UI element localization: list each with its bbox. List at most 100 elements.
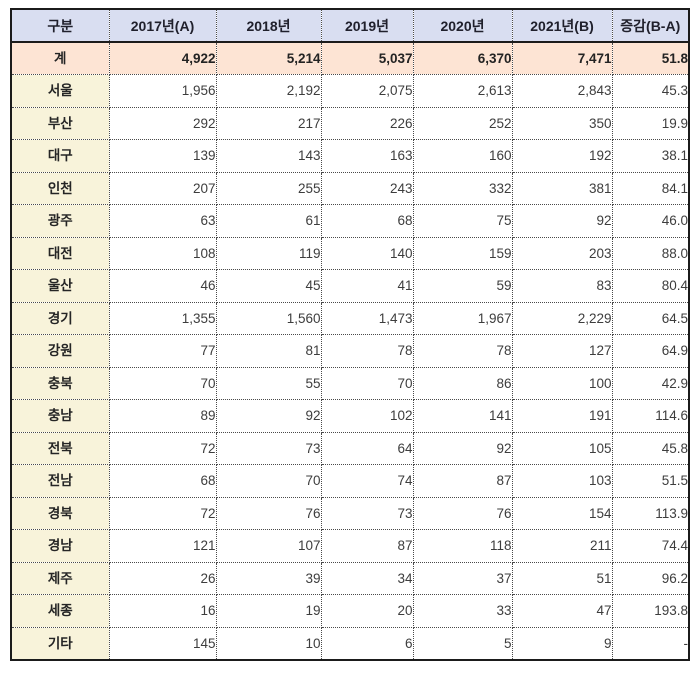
value-cell: 55 xyxy=(215,366,322,401)
value-cell: 45.3 xyxy=(611,74,690,108)
row-label: 전남 xyxy=(10,464,110,498)
value-cell: 74 xyxy=(320,464,414,498)
value-cell: 73 xyxy=(320,496,414,531)
value-cell: 74.4 xyxy=(611,529,690,563)
value-cell: 2,192 xyxy=(215,74,322,108)
value-cell: 92 xyxy=(412,431,513,466)
value-cell: 83 xyxy=(511,269,613,303)
value-cell: 51.8 xyxy=(611,41,690,76)
value-cell: 51 xyxy=(511,561,613,596)
value-cell: 100 xyxy=(511,366,613,401)
value-cell: 119 xyxy=(215,236,322,271)
value-cell: 108 xyxy=(108,236,217,271)
table-row: 울산 46 45 41 59 83 80.4 xyxy=(10,269,690,303)
value-cell: 78 xyxy=(412,334,513,368)
value-cell: 2,613 xyxy=(412,74,513,108)
value-cell: 51.5 xyxy=(611,464,690,498)
row-label: 충남 xyxy=(10,399,110,433)
value-cell: 6,370 xyxy=(412,41,513,76)
value-cell: 6 xyxy=(320,626,414,661)
value-cell: 193.8 xyxy=(611,594,690,628)
row-label: 인천 xyxy=(10,171,110,206)
value-cell: 76 xyxy=(215,496,322,531)
value-cell: 68 xyxy=(108,464,217,498)
value-cell: 45.8 xyxy=(611,431,690,466)
row-label: 대전 xyxy=(10,236,110,271)
value-cell: 2,229 xyxy=(511,301,613,336)
value-cell: 19.9 xyxy=(611,106,690,141)
value-cell: 20 xyxy=(320,594,414,628)
value-cell: 68 xyxy=(320,204,414,238)
value-cell: 39 xyxy=(215,561,322,596)
value-cell: 84.1 xyxy=(611,171,690,206)
table-row: 경기 1,355 1,560 1,473 1,967 2,229 64.5 xyxy=(10,301,690,336)
value-cell: 80.4 xyxy=(611,269,690,303)
value-cell: 4,922 xyxy=(108,41,217,76)
value-cell: 140 xyxy=(320,236,414,271)
value-cell: 243 xyxy=(320,171,414,206)
value-cell: 114.6 xyxy=(611,399,690,433)
table-row: 경남 121 107 87 118 211 74.4 xyxy=(10,529,690,563)
value-cell: 19 xyxy=(215,594,322,628)
value-cell: 70 xyxy=(320,366,414,401)
column-header-2019: 2019년 xyxy=(320,8,414,43)
value-cell: 332 xyxy=(412,171,513,206)
value-cell: - xyxy=(611,626,690,661)
value-cell: 64.9 xyxy=(611,334,690,368)
value-cell: 86 xyxy=(412,366,513,401)
value-cell: 1,560 xyxy=(215,301,322,336)
table-row: 인천 207 255 243 332 381 84.1 xyxy=(10,171,690,206)
value-cell: 381 xyxy=(511,171,613,206)
value-cell: 1,473 xyxy=(320,301,414,336)
value-cell: 72 xyxy=(108,431,217,466)
column-header-change: 증감(B-A) xyxy=(611,8,690,43)
table-row: 제주 26 39 34 37 51 96.2 xyxy=(10,561,690,596)
value-cell: 41 xyxy=(320,269,414,303)
value-cell: 145 xyxy=(108,626,217,661)
row-label: 세종 xyxy=(10,594,110,628)
row-label: 부산 xyxy=(10,106,110,141)
value-cell: 1,956 xyxy=(108,74,217,108)
value-cell: 105 xyxy=(511,431,613,466)
value-cell: 1,355 xyxy=(108,301,217,336)
value-cell: 34 xyxy=(320,561,414,596)
value-cell: 107 xyxy=(215,529,322,563)
value-cell: 159 xyxy=(412,236,513,271)
value-cell: 61 xyxy=(215,204,322,238)
table-row: 서울 1,956 2,192 2,075 2,613 2,843 45.3 xyxy=(10,74,690,108)
value-cell: 64.5 xyxy=(611,301,690,336)
value-cell: 64 xyxy=(320,431,414,466)
value-cell: 160 xyxy=(412,139,513,173)
row-label: 서울 xyxy=(10,74,110,108)
row-label: 제주 xyxy=(10,561,110,596)
table-row: 대전 108 119 140 159 203 88.0 xyxy=(10,236,690,271)
value-cell: 73 xyxy=(215,431,322,466)
value-cell: 87 xyxy=(320,529,414,563)
regional-statistics-table: 구분 2017년(A) 2018년 2019년 2020년 2021년(B) 증… xyxy=(10,8,690,661)
value-cell: 42.9 xyxy=(611,366,690,401)
value-cell: 70 xyxy=(108,366,217,401)
value-cell: 46 xyxy=(108,269,217,303)
value-cell: 143 xyxy=(215,139,322,173)
value-cell: 203 xyxy=(511,236,613,271)
value-cell: 5,214 xyxy=(215,41,322,76)
value-cell: 87 xyxy=(412,464,513,498)
value-cell: 81 xyxy=(215,334,322,368)
value-cell: 92 xyxy=(215,399,322,433)
value-cell: 113.9 xyxy=(611,496,690,531)
value-cell: 252 xyxy=(412,106,513,141)
value-cell: 5 xyxy=(412,626,513,661)
value-cell: 139 xyxy=(108,139,217,173)
regional-statistics-table-wrap: 구분 2017년(A) 2018년 2019년 2020년 2021년(B) 증… xyxy=(10,8,690,661)
table-row: 광주 63 61 68 75 92 46.0 xyxy=(10,204,690,238)
value-cell: 255 xyxy=(215,171,322,206)
table-row: 전북 72 73 64 92 105 45.8 xyxy=(10,431,690,466)
value-cell: 211 xyxy=(511,529,613,563)
row-label: 전북 xyxy=(10,431,110,466)
value-cell: 10 xyxy=(215,626,322,661)
value-cell: 38.1 xyxy=(611,139,690,173)
value-cell: 46.0 xyxy=(611,204,690,238)
value-cell: 102 xyxy=(320,399,414,433)
table-body: 계 4,922 5,214 5,037 6,370 7,471 51.8 서울 1,956 2,1… xyxy=(10,41,690,661)
value-cell: 154 xyxy=(511,496,613,531)
